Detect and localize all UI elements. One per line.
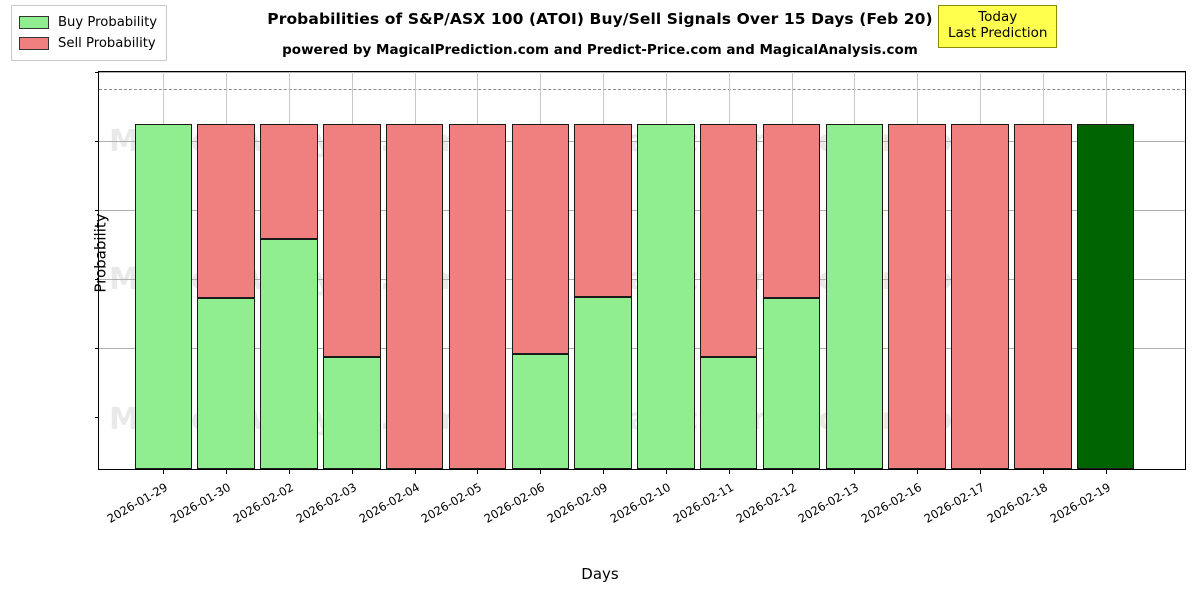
- bar-segment-sell: [385, 124, 444, 469]
- x-tick-label: 2026-02-19: [1047, 480, 1113, 526]
- gridline-y-100: [99, 72, 1185, 73]
- reference-dashed-line: [99, 89, 1185, 90]
- bar-segment-buy: [637, 124, 695, 469]
- bar-group[interactable]: [197, 70, 255, 469]
- y-tick-mark: [95, 279, 99, 280]
- bar-group[interactable]: [637, 70, 695, 469]
- bar-segment-buy: [574, 296, 632, 469]
- legend-swatch-buy: [19, 16, 49, 29]
- x-tick-label: 2026-01-29: [105, 480, 171, 526]
- bar-segment-sell: [699, 124, 758, 357]
- x-tick-label: 2026-02-02: [230, 480, 297, 526]
- bar-group[interactable]: [699, 70, 758, 469]
- bar-group[interactable]: [951, 70, 1009, 469]
- x-tick-label: 2026-02-03: [293, 480, 359, 526]
- bar-segment-today: [1076, 124, 1135, 469]
- today-annotation-line1: Today: [978, 9, 1018, 25]
- bar-segment-sell: [888, 124, 946, 469]
- x-tick-mark: [226, 469, 228, 474]
- y-tick-mark: [95, 72, 99, 73]
- x-tick-label: 2026-02-18: [984, 480, 1050, 526]
- bar-segment-buy: [134, 124, 193, 469]
- legend-item-sell: Sell Probability: [19, 33, 157, 54]
- bar-segment-sell: [1014, 124, 1072, 469]
- x-tick-label: 2026-02-04: [356, 480, 422, 526]
- bar-segment-buy: [323, 356, 381, 469]
- x-tick-label: 2026-02-17: [921, 480, 987, 526]
- x-tick-label: 2026-02-10: [607, 480, 673, 526]
- bar-group[interactable]: [134, 70, 193, 469]
- x-tick-label: 2026-02-16: [858, 480, 925, 526]
- bar-segment-buy: [511, 354, 569, 469]
- legend-item-buy: Buy Probability: [19, 12, 157, 33]
- legend-swatch-sell: [19, 37, 49, 50]
- x-tick-mark: [351, 469, 353, 474]
- x-axis-label: Days: [581, 565, 619, 583]
- x-tick-mark: [540, 469, 542, 474]
- bar-group[interactable]: [385, 70, 444, 469]
- y-tick-mark: [95, 348, 99, 349]
- y-tick-mark: [95, 141, 99, 142]
- x-tick-mark: [1105, 469, 1107, 474]
- x-tick-label: 2026-02-05: [419, 480, 485, 526]
- plot-area: MagicalAnalysis.comMagicalPrediction.com…: [92, 70, 1186, 526]
- y-axis-label: Probability: [91, 213, 110, 293]
- bar-segment-sell: [762, 124, 821, 299]
- bar-group[interactable]: [448, 70, 507, 469]
- bar-segment-sell: [197, 124, 255, 299]
- x-tick-mark: [979, 469, 981, 474]
- x-tick-label: 2026-02-11: [670, 480, 736, 526]
- chart-legend: Buy Probability Sell Probability: [11, 5, 168, 61]
- x-tick-mark: [728, 469, 730, 474]
- bar-group[interactable]: [888, 70, 946, 469]
- bar-group[interactable]: [1014, 70, 1072, 469]
- bar-segment-buy: [260, 239, 318, 469]
- bar-segment-sell: [951, 124, 1009, 469]
- bar-segment-sell: [323, 124, 381, 357]
- x-tick-mark: [477, 469, 479, 474]
- bar-segment-sell: [260, 124, 318, 240]
- today-annotation-line2: Last Prediction: [948, 25, 1048, 42]
- bar-segment-sell: [574, 124, 632, 297]
- x-tick-label: 2026-02-13: [795, 480, 862, 526]
- today-annotation: Today Last Prediction: [938, 5, 1058, 48]
- bar-group[interactable]: [260, 70, 318, 469]
- chart-title: Probabilities of S&P/ASX 100 (ATOI) Buy/…: [267, 10, 933, 28]
- x-tick-mark: [603, 469, 605, 474]
- y-tick-mark: [95, 210, 99, 211]
- chart-subtitle: powered by MagicalPrediction.com and Pre…: [282, 42, 918, 58]
- x-tick-mark: [163, 469, 165, 474]
- bar-segment-buy: [762, 298, 821, 469]
- bar-segment-buy: [825, 124, 884, 469]
- x-tick-mark: [665, 469, 667, 474]
- x-tick-mark: [854, 469, 856, 474]
- bar-group[interactable]: [825, 70, 884, 469]
- bar-segment-sell: [511, 124, 569, 355]
- x-tick-mark: [917, 469, 919, 474]
- bar-segment-buy: [699, 356, 758, 469]
- x-tick-label: 2026-02-09: [544, 480, 611, 526]
- bar-group[interactable]: [762, 70, 821, 469]
- x-tick-label: 2026-01-30: [167, 480, 234, 526]
- bar-group[interactable]: [511, 70, 569, 469]
- bar-group[interactable]: [323, 70, 381, 469]
- x-tick-label: 2026-02-12: [733, 480, 799, 526]
- x-tick-mark: [289, 469, 291, 474]
- legend-label-buy: Buy Probability: [58, 15, 158, 30]
- bar-group[interactable]: [1076, 70, 1135, 469]
- x-tick-mark: [791, 469, 793, 474]
- x-tick-mark: [1042, 469, 1044, 474]
- y-tick-mark: [95, 417, 99, 418]
- bar-group[interactable]: [574, 70, 632, 469]
- x-tick-label: 2026-02-06: [481, 480, 548, 526]
- bar-segment-sell: [448, 124, 507, 469]
- x-tick-mark: [414, 469, 416, 474]
- legend-label-sell: Sell Probability: [58, 36, 156, 51]
- bar-segment-buy: [197, 298, 255, 469]
